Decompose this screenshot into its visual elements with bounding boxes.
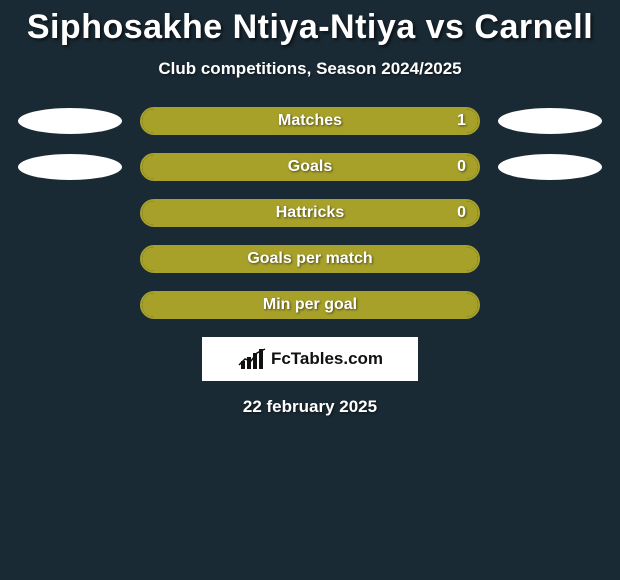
comparison-infographic: Siphosakhe Ntiya-Ntiya vs Carnell Club c… [0,0,620,580]
stat-bar: Hattricks 0 [140,199,480,227]
stat-label: Goals [288,158,332,176]
stat-value: 0 [457,158,466,176]
logo-text: FcTables.com [271,349,383,369]
stat-label: Matches [278,112,342,130]
placeholder [18,200,122,226]
stat-bar: Goals per match [140,245,480,273]
placeholder [18,246,122,272]
stat-rows: Matches 1 Goals 0 Hattricks 0 Goals per match M… [0,107,620,319]
player-right-marker [498,154,602,180]
placeholder [498,200,602,226]
stat-value: 1 [457,112,466,130]
player-left-marker [18,108,122,134]
stat-bar: Goals 0 [140,153,480,181]
placeholder [498,246,602,272]
stat-value: 0 [457,204,466,222]
player-right-marker [498,108,602,134]
stat-row: Matches 1 [0,107,620,135]
stat-label: Min per goal [263,296,357,314]
logo-box: FcTables.com [202,337,418,381]
stat-row: Min per goal [0,291,620,319]
page-title: Siphosakhe Ntiya-Ntiya vs Carnell [0,0,620,47]
placeholder [498,292,602,318]
date-text: 22 february 2025 [0,397,620,417]
stat-row: Goals per match [0,245,620,273]
stat-row: Hattricks 0 [0,199,620,227]
placeholder [18,292,122,318]
stat-row: Goals 0 [0,153,620,181]
player-left-marker [18,154,122,180]
stat-label: Goals per match [247,250,372,268]
stat-label: Hattricks [276,204,344,222]
stat-bar: Min per goal [140,291,480,319]
stat-bar: Matches 1 [140,107,480,135]
page-subtitle: Club competitions, Season 2024/2025 [0,59,620,79]
chart-icon [237,347,267,371]
